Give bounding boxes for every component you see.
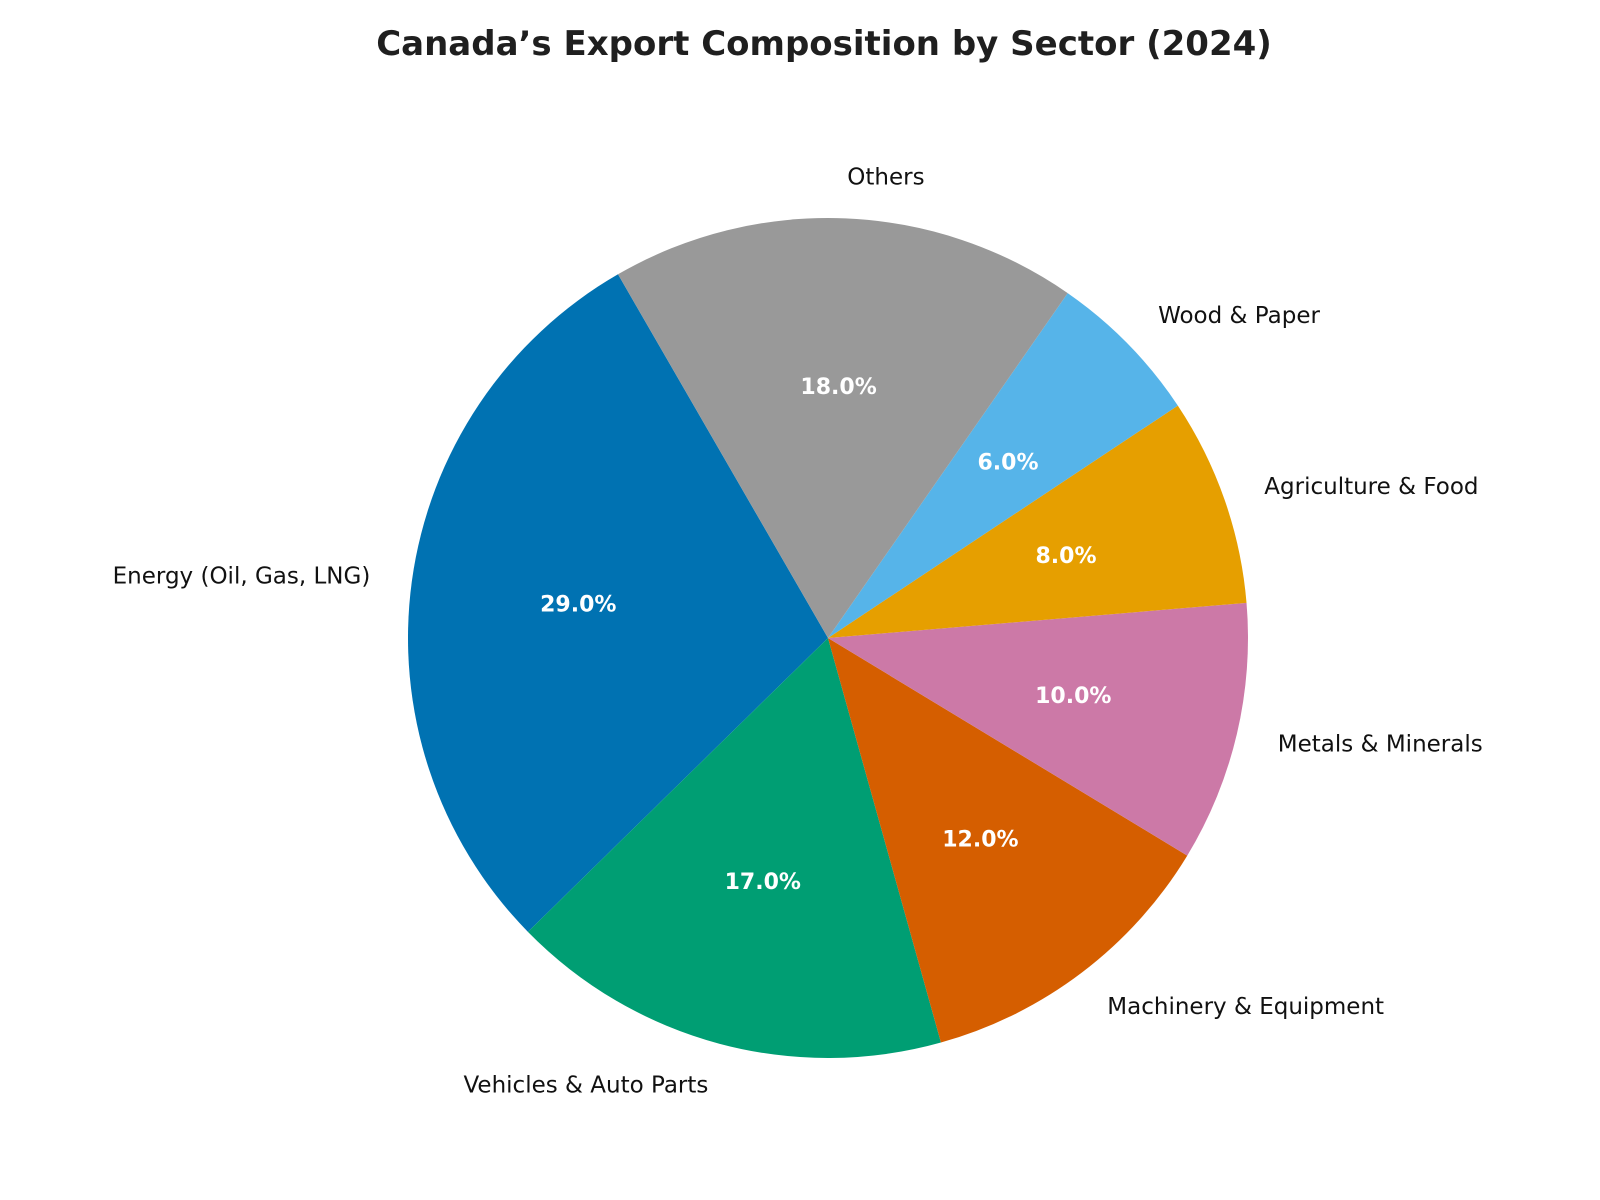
slice-label-metals-minerals: Metals & Minerals (1278, 732, 1483, 758)
pct-label-energy-oil-gas-lng: 29.0% (540, 593, 616, 618)
pct-label-others: 18.0% (800, 375, 876, 400)
pct-label-vehicles-auto-parts: 17.0% (725, 870, 801, 895)
pct-label-machinery-equipment: 12.0% (942, 827, 1018, 852)
slice-label-energy-oil-gas-lng: Energy (Oil, Gas, LNG) (113, 563, 371, 589)
chart-title: Canada’s Export Composition by Sector (2… (376, 24, 1272, 64)
pie-slice-wood-paper (828, 293, 1178, 638)
slice-label-wood-paper: Wood & Paper (1158, 303, 1320, 329)
pie-slice-metals-minerals (828, 602, 1249, 856)
pct-label-agriculture-food: 8.0% (1035, 544, 1096, 569)
slice-label-agriculture-food: Agriculture & Food (1264, 474, 1478, 500)
pct-label-wood-paper: 6.0% (977, 450, 1038, 475)
pie-slice-machinery-equipment (828, 638, 1188, 1043)
pie-slice-energy-oil-gas-lng (407, 274, 828, 932)
slice-label-machinery-equipment: Machinery & Equipment (1107, 994, 1384, 1020)
pie-slice-vehicles-auto-parts (527, 638, 941, 1059)
pie-slice-agriculture-food (828, 405, 1247, 638)
pct-label-metals-minerals: 10.0% (1035, 684, 1111, 709)
slice-label-vehicles-auto-parts: Vehicles & Auto Parts (463, 1072, 708, 1098)
slice-label-others: Others (847, 164, 924, 190)
pie-slice-others (618, 218, 1068, 639)
